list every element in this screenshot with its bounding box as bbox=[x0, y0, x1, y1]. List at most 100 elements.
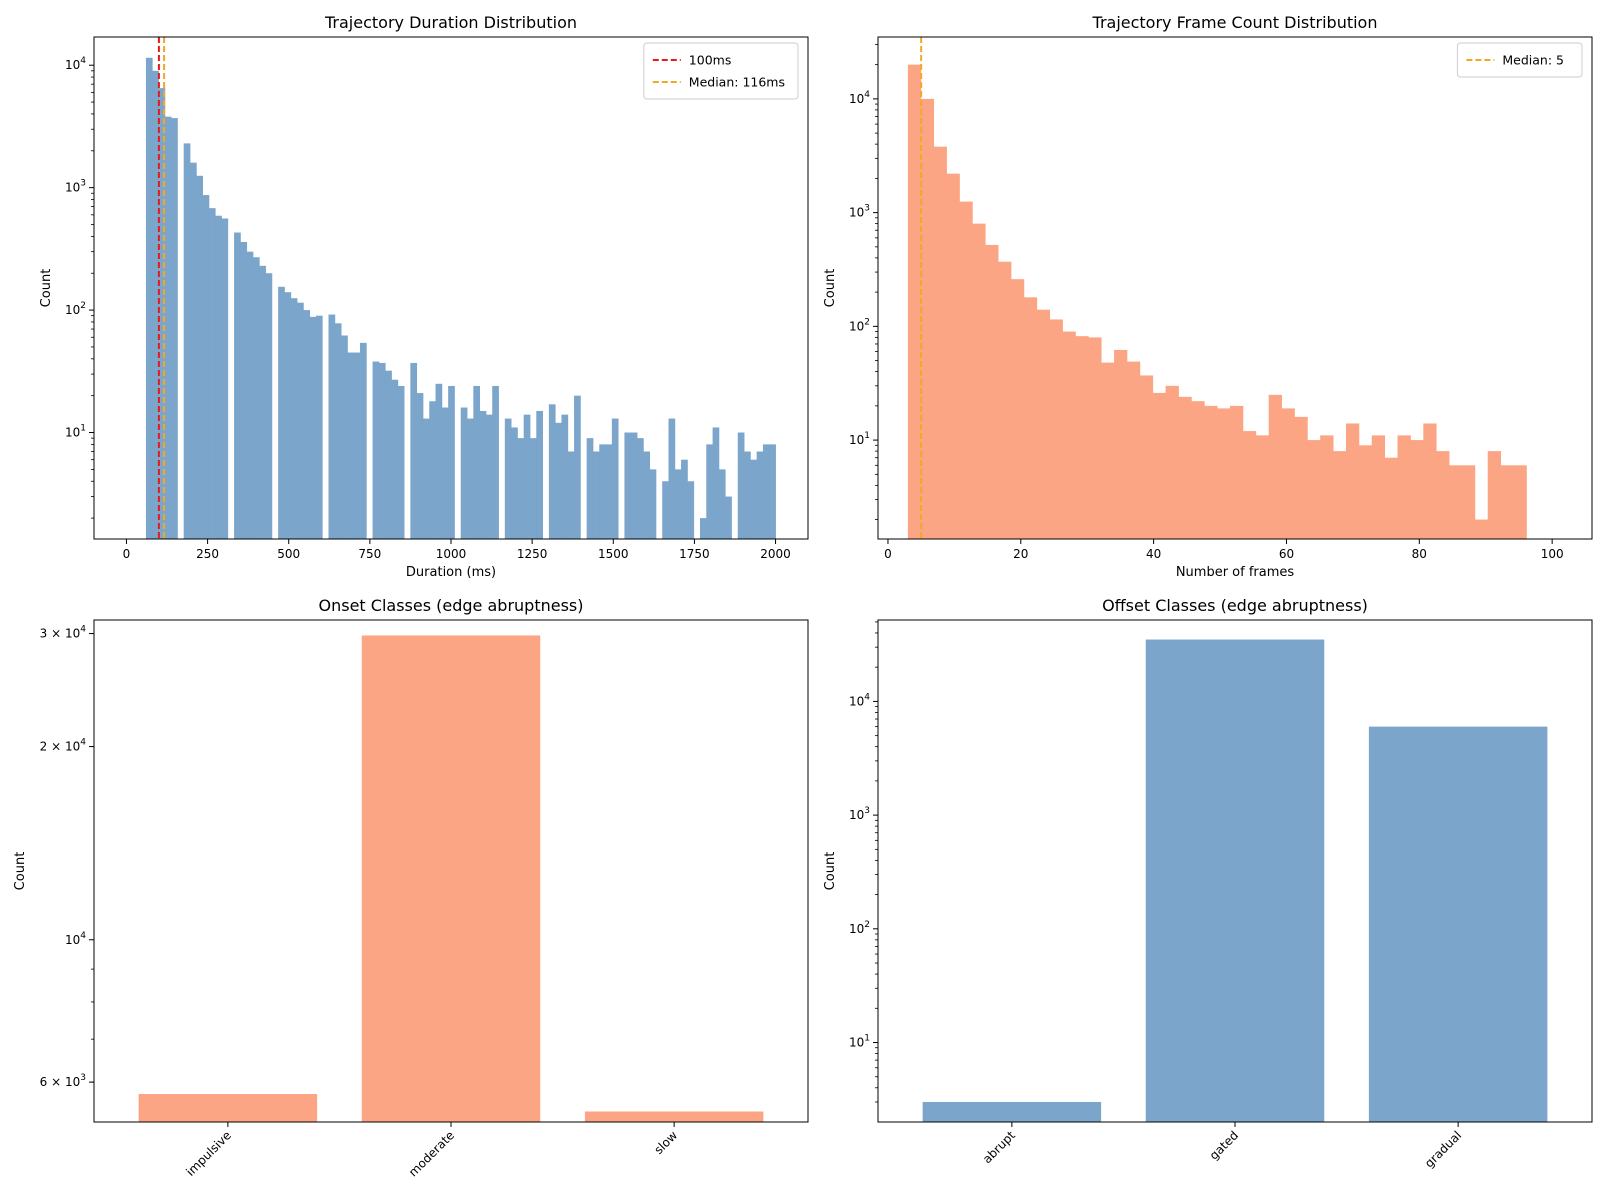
x-tick-label-0-6: 1500 bbox=[598, 547, 629, 561]
histogram-bar bbox=[959, 201, 973, 539]
histogram-bar bbox=[378, 362, 386, 539]
y-tick-label-3-1: 102 bbox=[849, 920, 870, 936]
histogram-bar bbox=[1500, 465, 1514, 539]
histogram-bar bbox=[485, 414, 493, 539]
histogram-bar bbox=[309, 316, 317, 539]
histogram-bar bbox=[1178, 396, 1192, 539]
y-tick-label-3-2: 103 bbox=[849, 806, 870, 822]
y-axis-label-0: Count bbox=[39, 269, 54, 308]
histogram-bar bbox=[1255, 435, 1270, 539]
histogram-bar bbox=[920, 98, 935, 539]
x-axis-label-1: Number of frames bbox=[1176, 565, 1295, 580]
y-axis-label-3: Count bbox=[823, 852, 838, 891]
histogram-bar bbox=[284, 292, 292, 539]
histogram-bar bbox=[750, 459, 758, 539]
histogram-bar bbox=[712, 427, 720, 539]
histogram-bar bbox=[259, 265, 266, 539]
histogram-bar bbox=[290, 298, 298, 539]
x-tick-label-0-1: 250 bbox=[196, 547, 219, 561]
axes-frame-2 bbox=[93, 619, 809, 1123]
y-tick-label-2-0: 6 × 103 bbox=[40, 1073, 86, 1089]
histogram-bar bbox=[391, 379, 399, 539]
histogram-bar bbox=[946, 173, 960, 539]
histogram-bar bbox=[1410, 440, 1424, 539]
histogram-bar bbox=[1320, 435, 1334, 539]
histogram-bar bbox=[599, 444, 606, 539]
histogram-bar bbox=[605, 444, 613, 539]
y-tick-label-3-0: 101 bbox=[849, 1034, 870, 1050]
x-axis-label-0: Duration (ms) bbox=[406, 565, 496, 580]
x-tick-label-1-4: 80 bbox=[1412, 547, 1427, 561]
histogram-bar bbox=[215, 215, 222, 539]
histogram-bar bbox=[561, 414, 569, 539]
histogram-bar bbox=[328, 314, 336, 539]
histogram-bar bbox=[737, 432, 745, 539]
histogram-bar bbox=[687, 481, 695, 539]
x-tick-label-0-3: 750 bbox=[358, 547, 381, 561]
histogram-bar bbox=[183, 143, 191, 540]
histogram-bar bbox=[341, 335, 348, 539]
bar-gradual bbox=[1368, 726, 1548, 1122]
histogram-bar bbox=[1268, 394, 1282, 539]
histogram-bar bbox=[1358, 445, 1373, 539]
histogram-bar bbox=[972, 223, 986, 539]
x-tick-label-gated: gated bbox=[1207, 1128, 1241, 1162]
histogram-bar bbox=[517, 438, 525, 539]
histogram-bar bbox=[492, 385, 499, 539]
histogram-bar bbox=[1165, 385, 1179, 539]
y-tick-label-2-1: 104 bbox=[65, 931, 86, 947]
histogram-bar bbox=[397, 385, 405, 539]
x-tick-label-abrupt: abrupt bbox=[980, 1128, 1018, 1166]
y-tick-label-2-3: 3 × 104 bbox=[40, 625, 87, 641]
y-tick-label-1-1: 102 bbox=[849, 317, 870, 333]
x-tick-label-0-2: 500 bbox=[277, 547, 300, 561]
histogram-bar bbox=[1049, 319, 1063, 539]
histogram-bar bbox=[1010, 279, 1025, 539]
histogram-bar bbox=[435, 383, 443, 539]
histogram-bar bbox=[234, 232, 241, 540]
histogram-bar bbox=[467, 418, 474, 539]
histogram-bar bbox=[297, 302, 304, 539]
histogram-bar bbox=[1487, 451, 1502, 539]
legend-label-1-0: Median: 5 bbox=[1502, 53, 1564, 68]
histogram-bar bbox=[1333, 451, 1347, 539]
bar-impulsive bbox=[138, 1093, 318, 1122]
histogram-bar bbox=[265, 273, 273, 539]
histogram-bar bbox=[1230, 405, 1244, 539]
histogram-bar bbox=[158, 88, 166, 539]
histogram-bar bbox=[1062, 331, 1076, 539]
bar-gated bbox=[1145, 639, 1325, 1122]
histogram-bar bbox=[1281, 408, 1295, 539]
histogram-bar bbox=[681, 459, 688, 539]
histogram-bar bbox=[1088, 337, 1102, 539]
histogram-bar bbox=[555, 422, 562, 539]
y-tick-label-2-2: 2 × 104 bbox=[40, 738, 87, 754]
histogram-bar bbox=[985, 244, 999, 539]
y-tick-label-3-3: 104 bbox=[849, 692, 870, 708]
chart-title-0: Trajectory Duration Distribution bbox=[324, 13, 577, 32]
y-tick-label-1-3: 104 bbox=[849, 90, 870, 106]
histogram-bar bbox=[1294, 416, 1308, 539]
histogram-bar bbox=[1345, 423, 1360, 539]
histogram-bar bbox=[907, 64, 922, 539]
histogram-bar bbox=[441, 407, 449, 539]
histogram-bar bbox=[744, 451, 751, 539]
histogram-bar bbox=[1101, 362, 1115, 539]
bar-moderate bbox=[361, 635, 541, 1122]
x-tick-label-1-1: 20 bbox=[1013, 547, 1028, 561]
y-tick-label-0-2: 103 bbox=[65, 179, 86, 195]
histogram-bar bbox=[1384, 457, 1398, 539]
x-tick-label-gradual: gradual bbox=[1422, 1128, 1464, 1170]
y-tick-label-0-1: 102 bbox=[65, 301, 86, 317]
histogram-bar bbox=[208, 208, 216, 540]
legend-label-0-0: 100ms bbox=[689, 53, 732, 68]
histogram-bar bbox=[1036, 309, 1051, 539]
y-tick-label-1-2: 103 bbox=[849, 204, 870, 220]
histogram-bar bbox=[1397, 435, 1411, 539]
axes-frame-3 bbox=[877, 619, 1593, 1123]
histogram-bar bbox=[536, 410, 543, 539]
histogram-bar bbox=[1139, 375, 1154, 539]
histogram-bar bbox=[611, 418, 619, 539]
histogram-bar bbox=[246, 251, 254, 540]
